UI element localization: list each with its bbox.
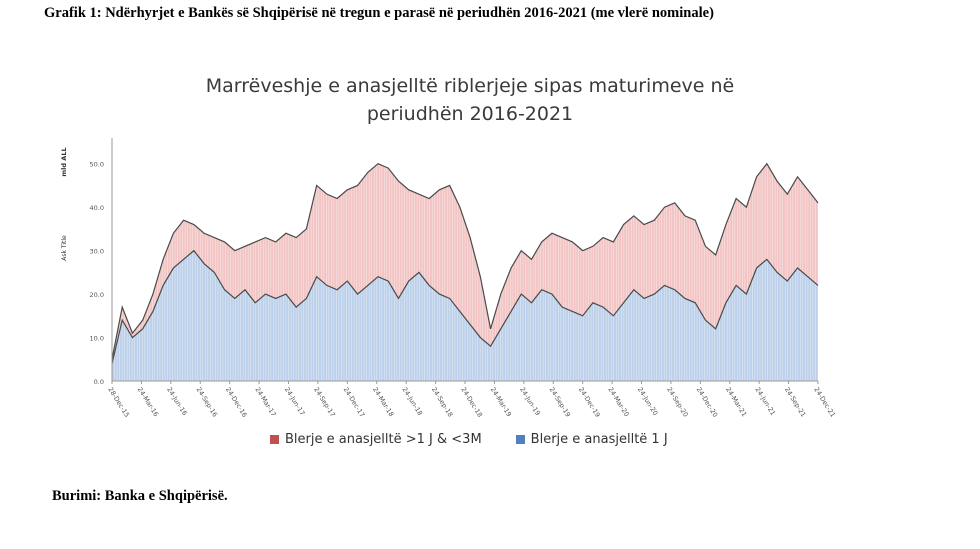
- series-line-upper: [111, 162, 819, 360]
- x-tick-label: 24-Jun-19: [518, 386, 542, 417]
- legend-item-lower: Blerje e anasjelltë 1 J: [515, 432, 668, 447]
- x-tick-label: 24-Jun-17: [283, 386, 307, 417]
- legend-item-upper: Blerje e anasjelltë >1 J & <3M: [270, 432, 482, 447]
- x-tick-label: 24-Mar-16: [136, 386, 160, 418]
- x-tick-label: 24-Dec-20: [695, 386, 720, 419]
- x-tick-label: 24-Mar-21: [724, 386, 748, 418]
- x-tick-label: 24-Sep-19: [548, 386, 573, 419]
- y-tick-label: 50.0: [90, 161, 104, 169]
- x-tick-label: 24-Jun-20: [636, 386, 660, 417]
- y-tick-label: 10.0: [90, 335, 104, 343]
- x-tick-label: 24-Dec-16: [224, 386, 249, 419]
- x-tick-label: 24-Jun-16: [165, 386, 189, 417]
- chart-title-line-2: periudhën 2016-2021: [366, 103, 574, 125]
- x-tick-label: 24-Jun-18: [400, 386, 424, 417]
- x-tick-label: 24-Sep-16: [195, 386, 220, 419]
- x-tick-label: 24-Dec-19: [577, 386, 602, 419]
- series-line-lower: [111, 249, 819, 364]
- x-tick-label: 24-Mar-19: [489, 386, 513, 418]
- legend-swatch-upper: [270, 435, 279, 444]
- chart-title-line-1: Marrëveshje e anasjelltë riblerjeje sipa…: [205, 75, 735, 97]
- legend-label-lower: Blerje e anasjelltë 1 J: [530, 432, 668, 447]
- x-tick-label: 24-Mar-17: [253, 386, 277, 418]
- y-tick-label: 40.0: [90, 204, 104, 212]
- legend-swatch-lower: [515, 435, 525, 444]
- y-tick-label: 20.0: [90, 291, 104, 299]
- x-tick-label: 28-Dec-15: [106, 386, 131, 419]
- y-axis-label-bottom: Ask Title: [61, 235, 68, 261]
- source-note: Burimi: Banka e Shqipërisë.: [52, 488, 228, 504]
- y-tick-label: 30.0: [90, 248, 104, 256]
- x-tick-label: 24-Sep-17: [312, 386, 337, 419]
- x-tick-label: 24-Dec-17: [342, 386, 367, 419]
- figure-heading: Grafik 1: Ndërhyrjet e Bankës së Shqipër…: [44, 5, 714, 21]
- y-tick-label: 0.0: [94, 378, 104, 386]
- x-tick-label: 24-Mar-20: [606, 386, 630, 418]
- x-tick-label: 24-Dec-21: [812, 386, 837, 419]
- x-tick-label: 24-Sep-18: [430, 386, 455, 419]
- x-tick-label: 24-Jun-21: [753, 386, 777, 417]
- chart-title: Marrëveshje e anasjelltë riblerjeje sipa…: [140, 72, 800, 128]
- chart-legend: Blerje e anasjelltë >1 J & <3M Blerje e …: [270, 432, 668, 447]
- x-tick-label: 24-Dec-18: [459, 386, 484, 419]
- y-axis-label-top: mld ALL: [60, 147, 68, 176]
- x-tick-label: 24-Sep-21: [783, 386, 808, 419]
- legend-label-upper: Blerje e anasjelltë >1 J & <3M: [285, 432, 482, 447]
- x-tick-label: 24-Mar-18: [371, 386, 395, 418]
- x-tick-label: 24-Sep-20: [665, 386, 690, 419]
